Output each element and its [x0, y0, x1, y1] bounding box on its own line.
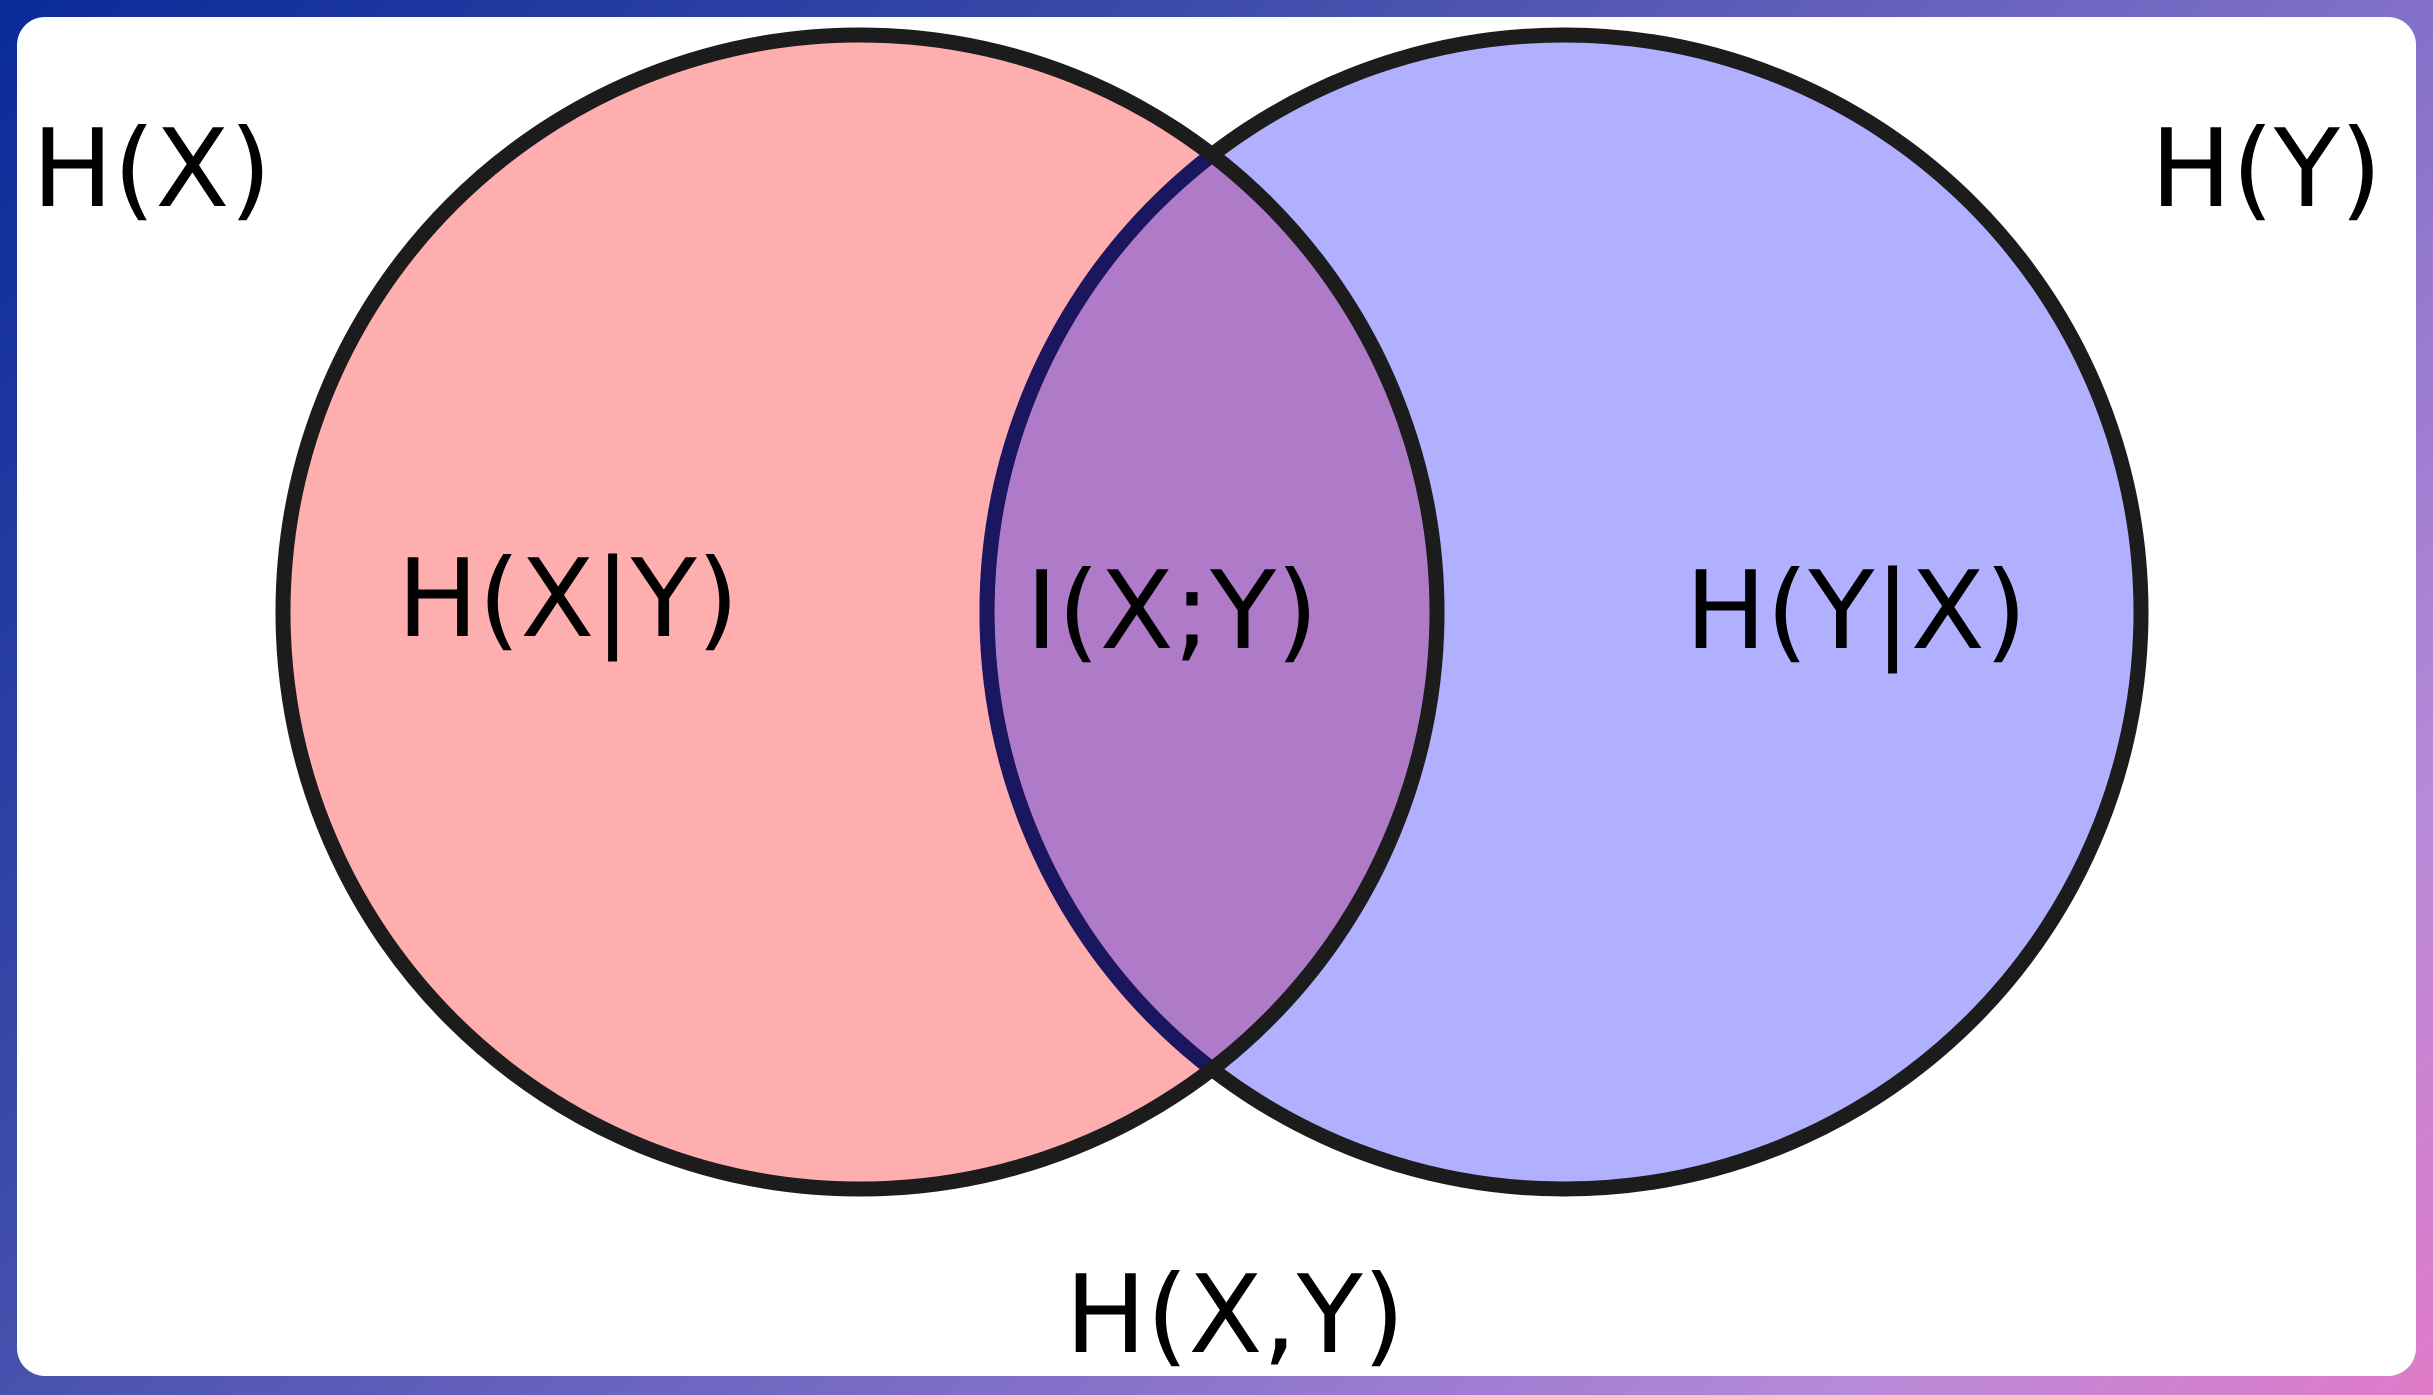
set-x-outline — [275, 27, 1445, 1197]
label-hx-given-y: H(X|Y) — [397, 537, 739, 662]
label-mutual-information: I(X;Y) — [1026, 549, 1318, 674]
label-hy-given-x: H(Y|X) — [1685, 549, 2027, 674]
intersection-region — [987, 35, 1437, 1189]
label-hy: H(Y) — [2151, 107, 2382, 232]
label-hx: H(X) — [32, 107, 271, 232]
label-joint-entropy: H(X,Y) — [1065, 1253, 1405, 1378]
intersection-edge — [979, 35, 1437, 1189]
